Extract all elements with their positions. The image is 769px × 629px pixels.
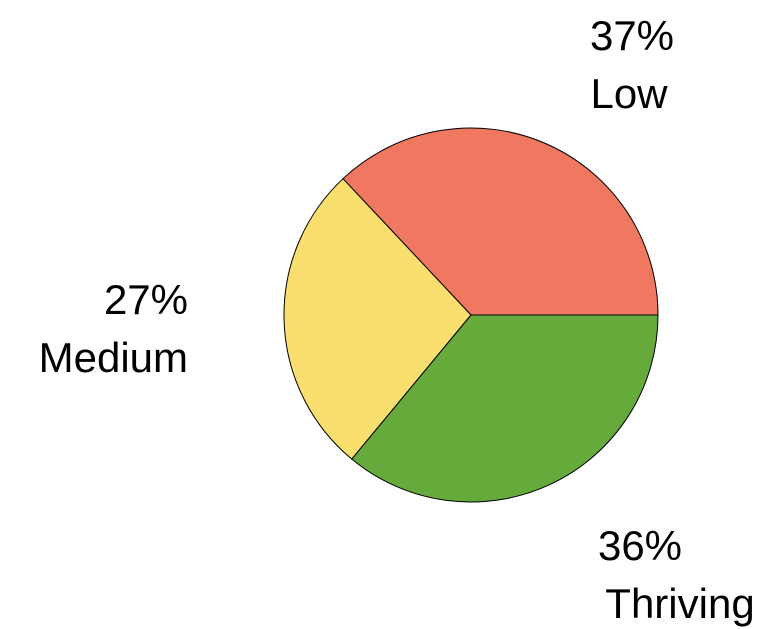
slice-label-low-percent: 37% (590, 12, 674, 59)
pie-slices (283, 127, 659, 503)
slice-label-thriving-category: Thriving (605, 580, 754, 627)
pie-slice-medium (283, 177, 472, 460)
slice-label-medium-percent: 27% (104, 276, 188, 323)
slice-label-low-category: Low (590, 70, 668, 117)
slice-label-medium-category: Medium (39, 334, 188, 381)
pie-slice-thriving (351, 314, 659, 503)
slice-label-thriving-percent: 36% (598, 522, 682, 569)
pie-slice-low (342, 127, 659, 316)
